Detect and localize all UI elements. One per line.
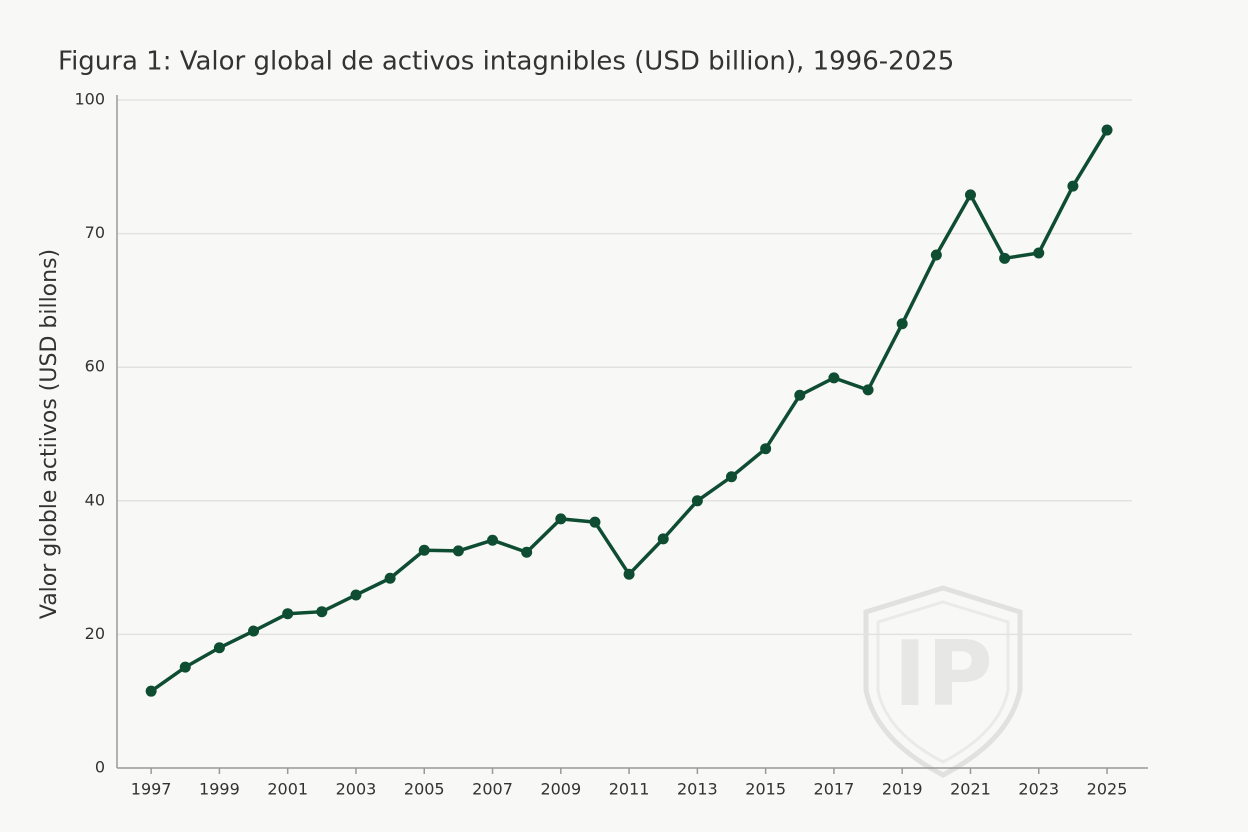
point	[418, 544, 430, 556]
y-tick-label: 40	[85, 490, 105, 509]
point	[691, 495, 703, 507]
watermark-shield-inner	[876, 600, 1010, 764]
watermark: IP	[863, 585, 1023, 778]
y-tick-label: 20	[85, 624, 105, 643]
x-tick-label: 1999	[199, 780, 240, 799]
y-tick-label: 70	[85, 223, 105, 242]
x-tick-label: 2003	[336, 780, 377, 799]
point	[384, 572, 396, 584]
point	[999, 252, 1011, 264]
point	[657, 533, 669, 545]
point	[760, 443, 772, 455]
point	[350, 589, 362, 601]
watermark-shield	[863, 585, 1023, 778]
point	[521, 546, 533, 558]
x-tick-label: 2001	[267, 780, 308, 799]
x-tick-label: 2021	[950, 780, 991, 799]
y-tick-label: 0	[95, 758, 105, 777]
x-tick-label: 2023	[1018, 780, 1059, 799]
point	[828, 372, 840, 384]
point	[487, 534, 499, 546]
x-tick-label: 2013	[677, 780, 718, 799]
x-tick-label: 2005	[404, 780, 445, 799]
point	[794, 389, 806, 401]
x-tick-label: 2019	[882, 780, 923, 799]
point	[213, 642, 225, 654]
x-tick-label: 2009	[540, 780, 581, 799]
point	[623, 568, 635, 580]
point	[726, 471, 738, 483]
point	[964, 189, 976, 201]
point	[145, 685, 157, 697]
x-tick-label: 2025	[1087, 780, 1128, 799]
point	[452, 545, 464, 557]
point	[1101, 124, 1113, 136]
y-tick-label: 100	[74, 90, 105, 109]
point	[282, 608, 294, 620]
x-tick-label: 2017	[814, 780, 855, 799]
chart-title: Figura 1: Valor global de activos intagn…	[58, 47, 954, 77]
x-tick-label: 2011	[609, 780, 650, 799]
point	[248, 625, 260, 637]
x-tick-label: 1997	[131, 780, 172, 799]
point	[896, 318, 908, 330]
point	[862, 384, 874, 396]
point	[555, 513, 567, 525]
y-tick-label: 60	[85, 357, 105, 376]
point	[1033, 247, 1045, 259]
point	[930, 249, 942, 261]
x-tick-label: 2015	[745, 780, 786, 799]
point	[589, 516, 601, 528]
y-axis-label: Valor globle actiivos (USD billons)	[37, 249, 62, 619]
point	[1067, 180, 1079, 192]
watermark-text: IP	[893, 622, 992, 727]
x-tick-label: 2007	[472, 780, 513, 799]
point	[179, 661, 191, 673]
point	[316, 606, 328, 618]
